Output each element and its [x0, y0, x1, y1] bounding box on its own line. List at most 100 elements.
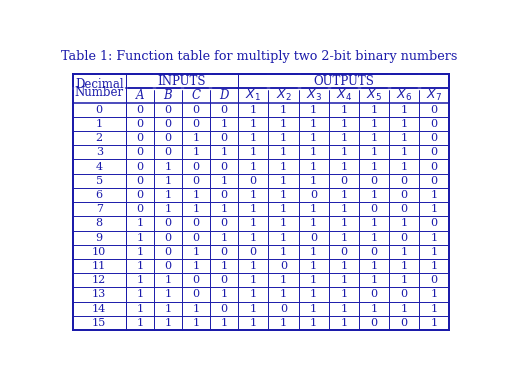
Text: 1: 1: [310, 289, 317, 300]
Text: 0: 0: [430, 119, 438, 129]
Text: 0: 0: [136, 161, 143, 171]
Text: 1: 1: [430, 232, 438, 242]
Text: 1: 1: [164, 190, 171, 200]
Text: 0: 0: [193, 218, 200, 229]
Text: 10: 10: [92, 247, 106, 257]
Text: 1: 1: [401, 105, 408, 115]
Text: $X_5$: $X_5$: [366, 88, 382, 103]
Text: 1: 1: [193, 147, 200, 158]
Text: Decimal: Decimal: [75, 78, 124, 91]
Text: 0: 0: [221, 190, 228, 200]
Text: 1: 1: [310, 275, 317, 285]
Text: 11: 11: [92, 261, 106, 271]
Text: 1: 1: [401, 247, 408, 257]
Text: 1: 1: [280, 147, 287, 158]
Text: Table 1: Function table for multiply two 2-bit binary numbers: Table 1: Function table for multiply two…: [61, 50, 458, 63]
Text: 1: 1: [250, 275, 257, 285]
Text: 1: 1: [430, 247, 438, 257]
Text: 1: 1: [250, 204, 257, 214]
Text: 0: 0: [280, 304, 287, 314]
Text: $X_1$: $X_1$: [245, 88, 261, 103]
Text: 1: 1: [340, 304, 347, 314]
Text: 1: 1: [340, 232, 347, 242]
Text: 1: 1: [250, 318, 257, 328]
Text: 0: 0: [340, 176, 347, 186]
Text: 1: 1: [136, 275, 143, 285]
Text: 0: 0: [164, 147, 171, 158]
Text: 0: 0: [164, 232, 171, 242]
Text: 0: 0: [310, 190, 317, 200]
Text: 1: 1: [310, 176, 317, 186]
Text: 0: 0: [164, 261, 171, 271]
Text: 1: 1: [250, 289, 257, 300]
Text: 1: 1: [280, 119, 287, 129]
Text: 0: 0: [136, 147, 143, 158]
Text: 1: 1: [310, 218, 317, 229]
Text: 1: 1: [136, 218, 143, 229]
Text: 0: 0: [193, 275, 200, 285]
Text: 1: 1: [280, 289, 287, 300]
Text: 1: 1: [193, 204, 200, 214]
Text: 0: 0: [371, 289, 378, 300]
Text: 1: 1: [280, 161, 287, 171]
Text: 1: 1: [193, 304, 200, 314]
Text: 1: 1: [310, 304, 317, 314]
Text: 1: 1: [340, 275, 347, 285]
Text: 0: 0: [430, 161, 438, 171]
Text: 0: 0: [430, 133, 438, 143]
Text: 13: 13: [92, 289, 106, 300]
Text: 1: 1: [221, 232, 228, 242]
Text: 1: 1: [430, 289, 438, 300]
Text: 1: 1: [221, 176, 228, 186]
Text: 1: 1: [340, 289, 347, 300]
Text: 0: 0: [250, 176, 257, 186]
Text: 1: 1: [310, 161, 317, 171]
Text: 5: 5: [96, 176, 103, 186]
Text: 1: 1: [164, 176, 171, 186]
Text: 1: 1: [280, 218, 287, 229]
Text: B: B: [164, 89, 172, 102]
Text: 0: 0: [136, 176, 143, 186]
Text: 1: 1: [250, 133, 257, 143]
Text: 1: 1: [340, 261, 347, 271]
Text: 0: 0: [401, 318, 408, 328]
Text: 1: 1: [280, 247, 287, 257]
Text: 1: 1: [371, 232, 378, 242]
Text: 1: 1: [221, 147, 228, 158]
Text: 1: 1: [340, 133, 347, 143]
Text: 0: 0: [221, 105, 228, 115]
Text: 1: 1: [310, 105, 317, 115]
Text: 1: 1: [401, 261, 408, 271]
Text: 0: 0: [164, 218, 171, 229]
Text: 1: 1: [310, 261, 317, 271]
Text: $X_7$: $X_7$: [426, 88, 442, 103]
Text: 1: 1: [401, 275, 408, 285]
Text: 1: 1: [340, 147, 347, 158]
Text: 0: 0: [221, 275, 228, 285]
Text: 1: 1: [164, 304, 171, 314]
Text: 0: 0: [371, 318, 378, 328]
Text: 0: 0: [164, 133, 171, 143]
Text: $X_6$: $X_6$: [396, 88, 412, 103]
Text: 1: 1: [401, 218, 408, 229]
Text: 0: 0: [371, 176, 378, 186]
Text: 1: 1: [340, 105, 347, 115]
Text: 0: 0: [221, 304, 228, 314]
Text: 0: 0: [221, 247, 228, 257]
Text: 0: 0: [430, 105, 438, 115]
Text: 1: 1: [401, 119, 408, 129]
Text: 1: 1: [250, 119, 257, 129]
Text: 1: 1: [164, 289, 171, 300]
Text: 0: 0: [430, 147, 438, 158]
Text: 1: 1: [136, 289, 143, 300]
Text: 1: 1: [371, 261, 378, 271]
Text: 0: 0: [371, 247, 378, 257]
Text: 1: 1: [193, 133, 200, 143]
Text: 1: 1: [310, 119, 317, 129]
Text: 1: 1: [193, 190, 200, 200]
Text: 1: 1: [280, 176, 287, 186]
Text: 1: 1: [250, 218, 257, 229]
Text: 1: 1: [280, 232, 287, 242]
Text: 1: 1: [310, 133, 317, 143]
Text: 0: 0: [193, 232, 200, 242]
